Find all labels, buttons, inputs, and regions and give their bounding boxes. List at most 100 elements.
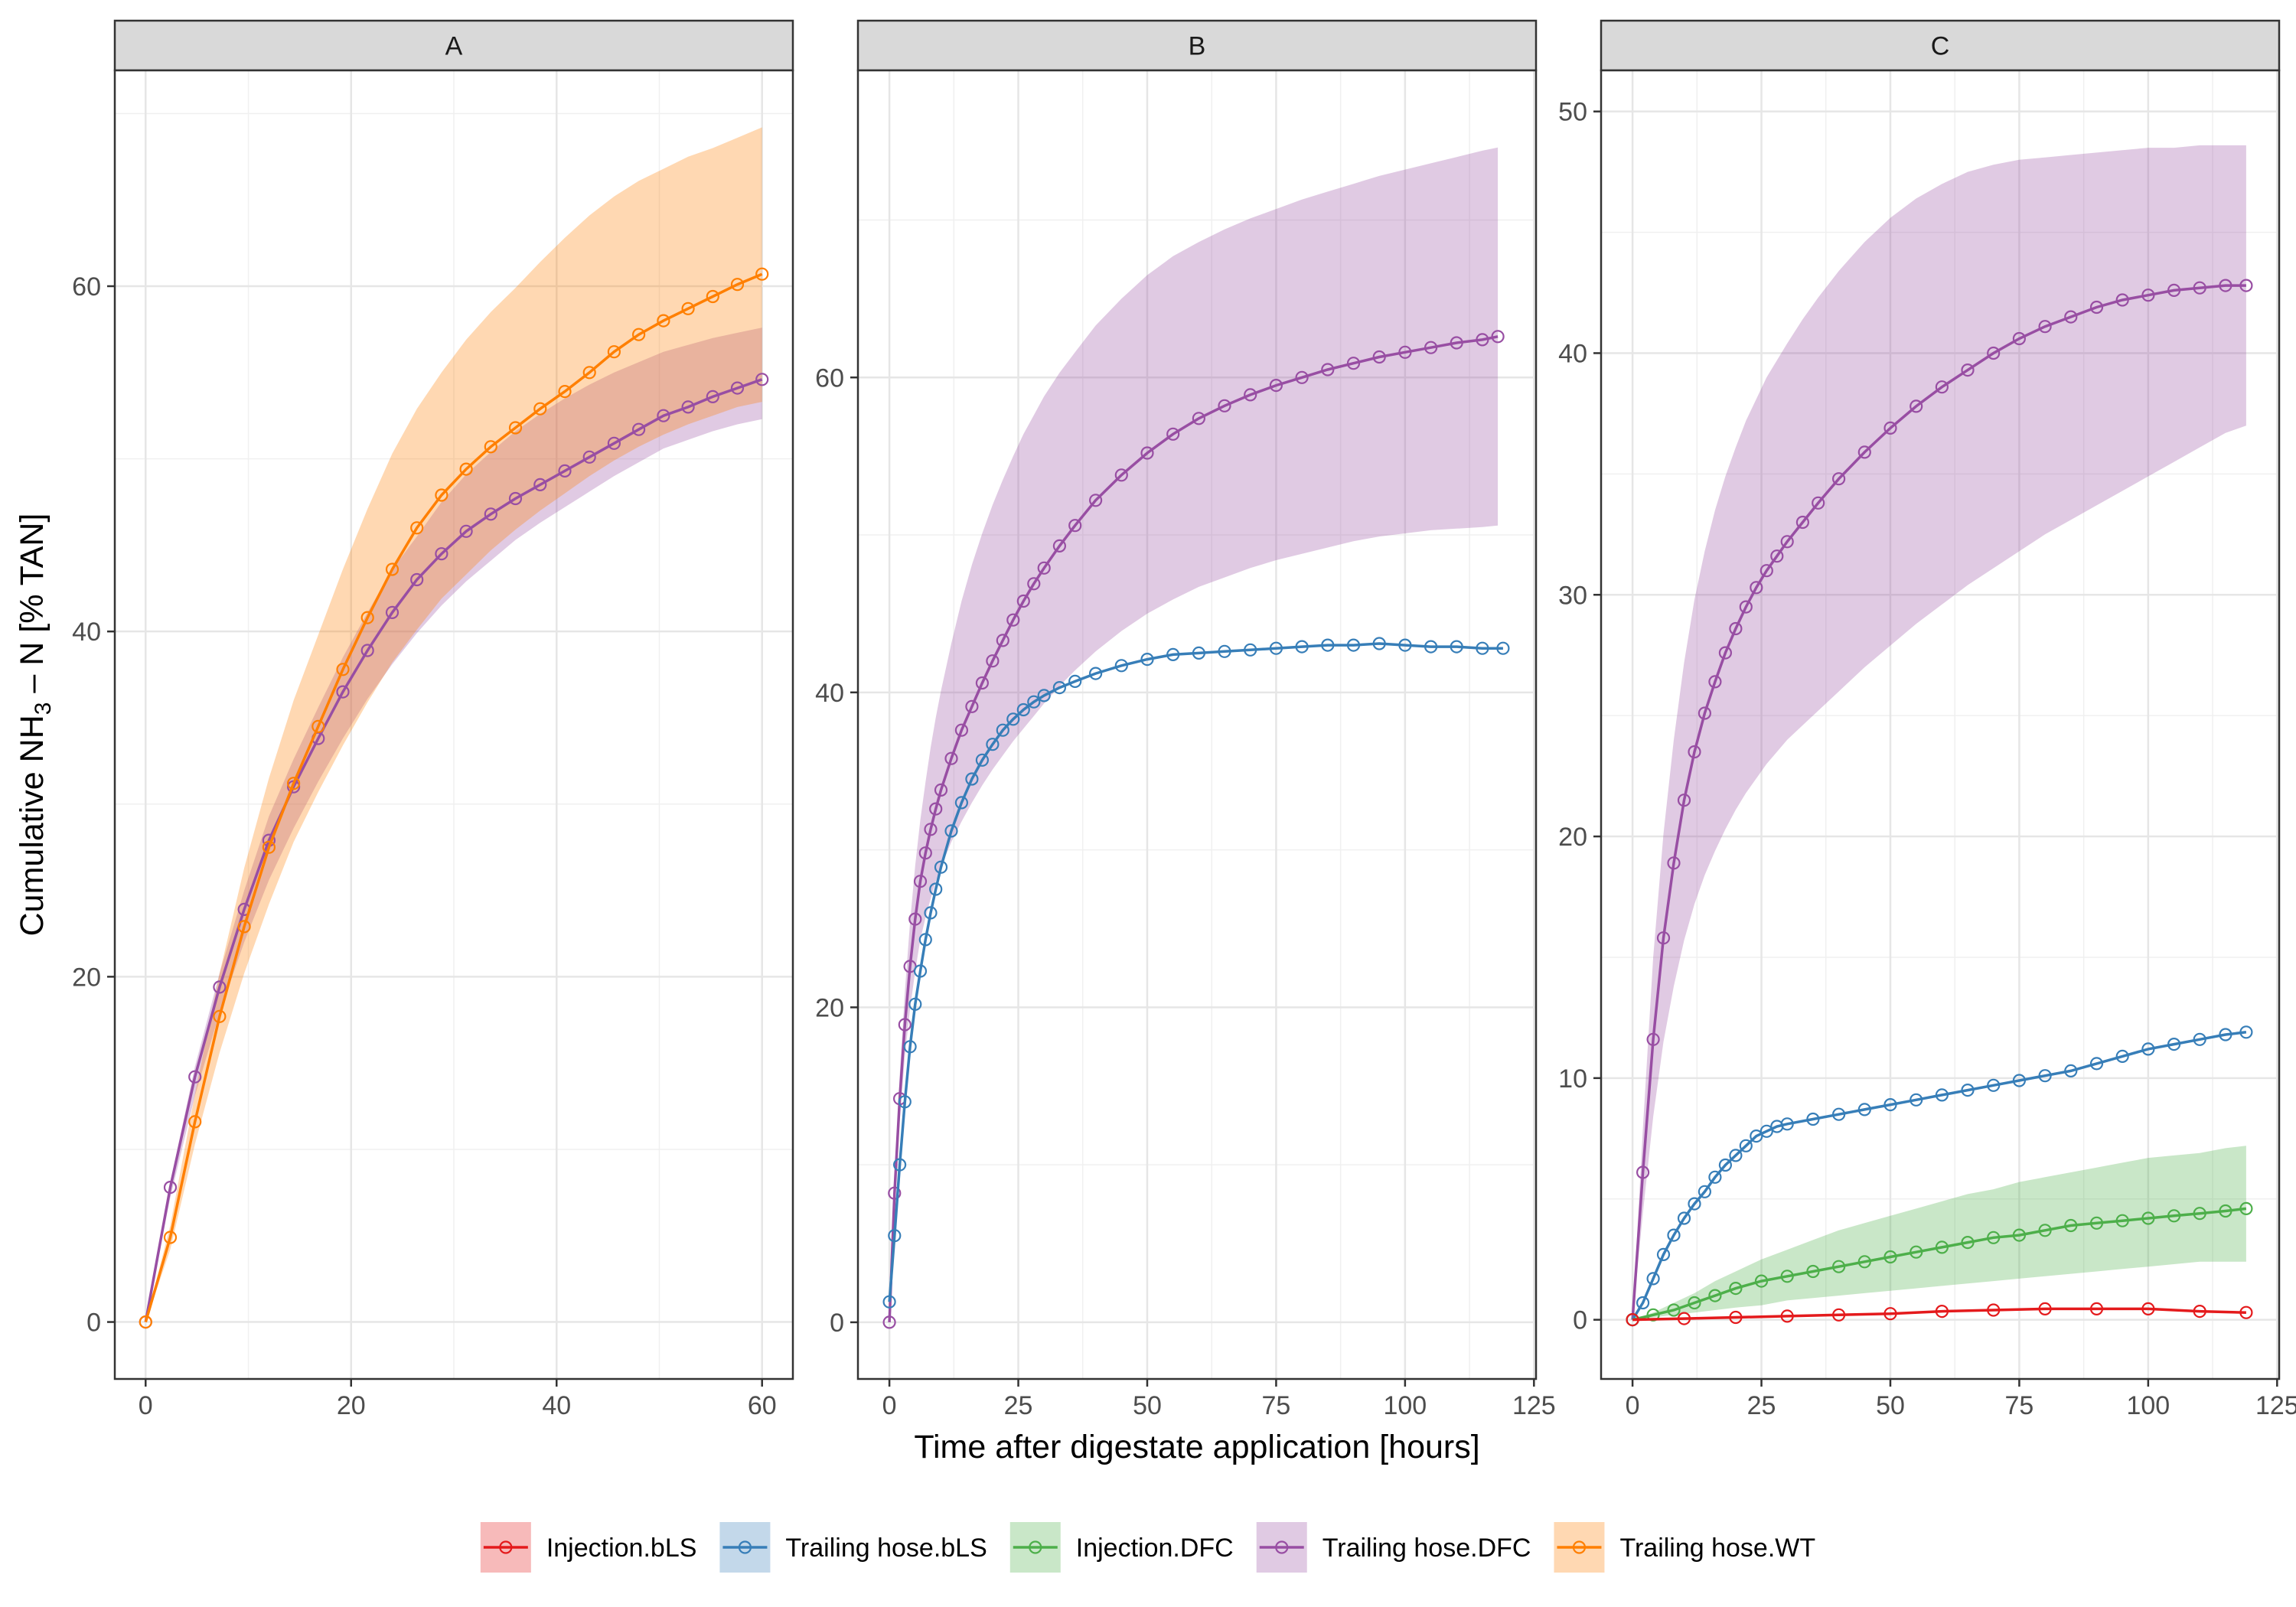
legend-label: Injection.DFC [1076,1534,1234,1563]
series-injection-dfc [1626,1201,2253,1327]
data-point [1372,350,1386,364]
data-point [631,422,646,436]
series-line [144,378,763,1322]
data-point [336,663,350,676]
data-point [1961,1235,1975,1250]
data-point [435,547,448,561]
y-tick-label: 50 [1558,98,1587,127]
data-point [898,1018,912,1032]
data-point [2089,1302,2104,1316]
data-point [1027,695,1041,709]
data-point [1729,1281,1743,1296]
data-point [2167,283,2181,297]
data-point [1698,1185,1711,1198]
data-point [965,699,979,713]
data-point [1750,1129,1763,1143]
data-point [1667,856,1681,870]
data-point [1496,641,1510,655]
x-tick-label: 60 [748,1391,777,1420]
data-point [360,611,374,624]
legend-label: Trailing hose.bLS [785,1534,987,1563]
data-point [582,450,596,464]
x-tick-label: 100 [2126,1391,2170,1420]
gridlines [1601,70,2279,1379]
data-point [924,823,938,836]
data-point [1667,1303,1681,1317]
legend-key-point [1572,1540,1587,1554]
data-point [1935,1240,1949,1254]
data-point [1910,1245,1923,1259]
data-point [1987,1078,2001,1092]
data-point [1218,644,1231,658]
data-point [1244,643,1257,657]
data-point [1646,1308,1660,1322]
data-point [996,634,1009,647]
data-point [1688,1296,1701,1310]
ribbon-trailing-hose-dfc [145,328,762,1322]
data-point [1068,674,1082,689]
data-point [163,1180,178,1195]
data-point [898,1095,912,1109]
series-line [888,335,1499,1322]
data-point [1088,667,1103,680]
data-point [1718,1158,1732,1172]
plot-area [882,147,1510,1329]
data-point [1910,1093,1923,1107]
ribbon-trailing-hose-dfc [1632,145,2246,1320]
data-point [1677,1211,1691,1225]
data-point [1027,577,1041,591]
panel-border [856,69,1538,1380]
y-tick-label: 20 [1558,823,1587,852]
data-point [1857,445,1871,459]
data-point [1729,1310,1743,1325]
data-point [360,644,374,657]
x-tick-label: 25 [1004,1391,1033,1420]
data-point [385,605,400,620]
y-tick-label: 40 [815,679,844,708]
data-point [1806,1112,1820,1126]
panel-b: B 0 25 50 75 100 125 0 20 40 60 [815,19,1556,1420]
data-point [2141,1302,2155,1316]
data-point [2038,1224,2052,1237]
axes: 0 20 40 60 0 20 40 60 [72,272,776,1420]
data-point [1114,468,1128,482]
panel-strip-label: B [1189,32,1206,61]
data-point [913,875,928,888]
data-point [1770,549,1784,563]
data-point [311,719,325,733]
series-line [1632,1207,2247,1322]
data-point [2239,279,2253,292]
legend-item-trailing-hose-bls: Trailing hose.bLS [719,1522,987,1573]
data-point [287,777,301,790]
data-point [607,345,621,359]
x-tick-label: 40 [542,1391,571,1420]
data-point [533,402,547,416]
x-tick-label: 20 [337,1391,366,1420]
data-point [508,491,523,506]
data-point [2115,293,2129,307]
y-tick-label: 10 [1558,1064,1587,1094]
data-point [1832,472,1846,486]
panel-border [1600,69,2281,1380]
data-point [929,882,943,896]
data-point [1935,1304,1949,1319]
data-point [681,400,695,414]
y-axis-title: Cumulative NH3 – N [% TAN] [14,513,56,937]
legend-key-point [499,1540,513,1554]
data-point [508,421,523,435]
data-point [706,390,719,404]
data-point [1166,647,1180,662]
data-point [1883,421,1897,435]
data-point [1052,539,1067,553]
data-point [892,1158,907,1172]
series-line [144,272,763,1323]
data-point [1760,1124,1773,1138]
data-point [1398,345,1412,359]
axes: 0 25 50 75 100 125 0 20 40 60 [815,363,1556,1420]
x-tick-label: 125 [2255,1391,2296,1420]
x-tick-label: 50 [1133,1391,1162,1420]
data-point [1646,1032,1660,1046]
